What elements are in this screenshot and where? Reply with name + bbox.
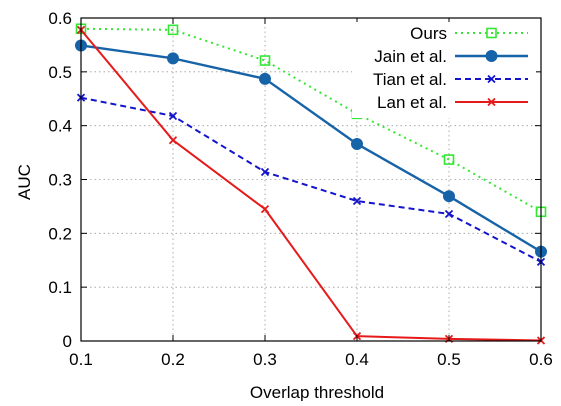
axes: 00.10.20.30.40.50.60.1 0.2 0.3 0.4 0.5 0.6 bbox=[48, 9, 552, 369]
series-line-ours bbox=[80, 27, 542, 213]
series-jain-et-al bbox=[75, 39, 547, 258]
legend-label: Tian et al. bbox=[373, 70, 447, 89]
grid bbox=[81, 18, 541, 341]
data-point-tian-et-al bbox=[168, 111, 178, 121]
data-point-ours bbox=[167, 24, 179, 36]
y-tick-label: 0.3 bbox=[48, 171, 72, 190]
x-axis-title: Overlap threshold bbox=[250, 383, 384, 401]
y-tick-label: 0.4 bbox=[48, 117, 72, 136]
data-point-tian-et-al bbox=[260, 167, 270, 177]
legend-label: Ours bbox=[410, 24, 447, 43]
y-tick-label: 0 bbox=[63, 332, 72, 351]
data-point-ours bbox=[443, 154, 455, 165]
legend-swatch-marker bbox=[485, 50, 498, 62]
series-line-lan-et-al bbox=[80, 29, 542, 342]
y-tick-label: 0.5 bbox=[48, 63, 72, 82]
legend-item-ours: Ours bbox=[410, 24, 528, 43]
y-tick-label: 0.6 bbox=[48, 9, 72, 28]
data-point-lan-et-al bbox=[168, 136, 178, 145]
series-tian-et-al bbox=[76, 93, 546, 267]
data-point-jain-et-al bbox=[167, 52, 179, 65]
legend-item-jain-et-al: Jain et al. bbox=[374, 47, 528, 66]
data-point-ours bbox=[259, 55, 271, 66]
legend: Ours Jain et al. Tian et al. Lan et al. bbox=[352, 22, 536, 118]
legend-swatch-marker bbox=[487, 97, 496, 107]
x-tick-label: 0.6 bbox=[529, 350, 553, 369]
series-line-jain-et-al bbox=[80, 44, 542, 253]
legend-label: Lan et al. bbox=[377, 93, 447, 112]
data-point-jain-et-al bbox=[443, 190, 455, 203]
data-point-tian-et-al bbox=[444, 209, 454, 219]
x-tick-label: 0.3 bbox=[253, 350, 277, 369]
legend-label: Jain et al. bbox=[374, 47, 447, 66]
legend-swatch-marker bbox=[486, 27, 497, 39]
y-axis-title: AUC bbox=[15, 164, 34, 200]
data-point-lan-et-al bbox=[260, 204, 270, 214]
data-point-tian-et-al bbox=[352, 196, 362, 206]
x-tick-label: 0.1 bbox=[69, 350, 93, 369]
legend-swatch-marker bbox=[487, 74, 496, 84]
series-group bbox=[75, 23, 547, 345]
x-tick-label: 0.4 bbox=[345, 350, 369, 369]
x-tick-label: 0.2 bbox=[161, 350, 185, 369]
data-point-jain-et-al bbox=[259, 72, 271, 85]
x-tick-label: 0.5 bbox=[437, 350, 461, 369]
y-tick-label: 0.2 bbox=[48, 224, 72, 243]
y-tick-label: 0.1 bbox=[48, 278, 72, 297]
data-point-jain-et-al bbox=[351, 137, 363, 150]
legend-item-tian-et-al: Tian et al. bbox=[373, 70, 528, 89]
legend-item-lan-et-al: Lan et al. bbox=[377, 93, 528, 112]
